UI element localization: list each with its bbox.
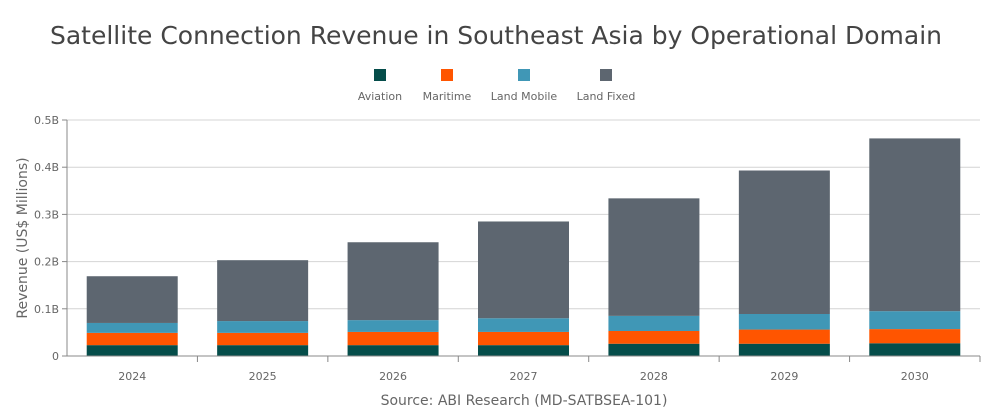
bar-aviation[interactable] [217,345,309,356]
bar-aviation[interactable] [608,343,700,356]
legend-label[interactable]: Land Mobile [491,90,558,103]
bar-maritime[interactable] [738,329,830,344]
x-tick-label: 2028 [640,370,668,383]
legend-swatch[interactable] [374,69,386,81]
x-tick-label: 2026 [379,370,407,383]
bar-land-fixed[interactable] [86,276,178,323]
bar-land-fixed[interactable] [347,242,439,321]
bar-land-mobile[interactable] [608,315,700,331]
bar-maritime[interactable] [869,329,961,344]
bar-land-mobile[interactable] [869,311,961,330]
bar-land-fixed[interactable] [217,260,309,322]
bar-aviation[interactable] [347,345,439,356]
bar-land-mobile[interactable] [478,318,569,332]
bar-land-fixed[interactable] [608,198,700,316]
bar-aviation[interactable] [738,343,830,356]
x-tick-label: 2025 [249,370,277,383]
bar-land-fixed[interactable] [869,138,961,312]
bar-land-mobile[interactable] [347,320,439,332]
bar-aviation[interactable] [478,345,569,356]
y-tick-label: 0.5B [34,114,59,127]
bar-land-mobile[interactable] [738,313,830,330]
bar-land-fixed[interactable] [738,170,830,314]
x-tick-label: 2024 [118,370,146,383]
legend: Aviation Maritime Land Mobile Land Fixed [358,69,636,103]
x-tick-label: 2030 [901,370,929,383]
bar-aviation[interactable] [86,345,178,356]
y-tick-label: 0.4B [34,161,59,174]
bar-maritime[interactable] [86,332,178,346]
axes: 0 0.1B 0.2B 0.3B 0.4B 0.5B 2024 2025 2026 2027 202… [34,114,981,383]
bar-land-mobile[interactable] [86,322,178,333]
y-axis-label: Revenue (US$ Millions) [15,157,31,318]
legend-swatch[interactable] [441,69,453,81]
bar-land-mobile[interactable] [217,321,309,333]
x-tick-label: 2029 [770,370,798,383]
y-tick-label: 0.1B [34,303,59,316]
bar-land-fixed[interactable] [478,221,569,319]
x-tick-label: 2027 [510,370,538,383]
chart-title: Satellite Connection Revenue in Southeas… [50,21,942,50]
legend-label[interactable]: Aviation [358,90,402,103]
bar-maritime[interactable] [608,330,700,344]
legend-label[interactable]: Maritime [423,90,472,103]
bars [86,138,961,356]
legend-swatch[interactable] [600,69,612,81]
bar-maritime[interactable] [347,331,439,346]
source-note: Source: ABI Research (MD-SATBSEA-101) [381,393,668,409]
legend-label[interactable]: Land Fixed [577,90,636,103]
legend-swatch[interactable] [518,69,530,81]
bar-aviation[interactable] [869,343,961,356]
y-tick-label: 0.3B [34,208,59,221]
y-tick-label: 0.2B [34,256,59,269]
bar-maritime[interactable] [478,331,569,346]
bar-maritime[interactable] [217,332,309,346]
y-tick-label: 0 [52,350,59,363]
